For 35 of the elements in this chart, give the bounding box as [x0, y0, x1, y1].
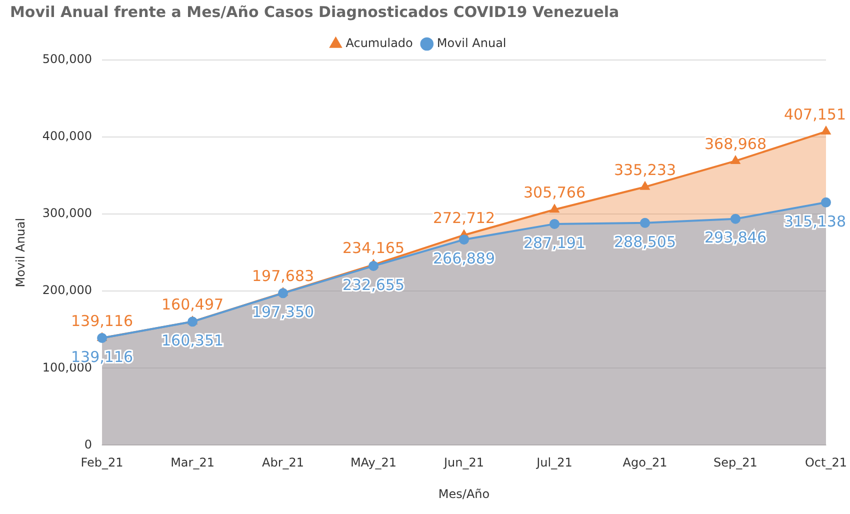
data-label: 287,191: [523, 234, 586, 252]
data-label: 160,351: [162, 332, 224, 350]
data-label: 266,889: [432, 249, 496, 268]
data-label: 160,497: [162, 296, 224, 314]
data-label: 335,233: [614, 160, 676, 179]
data-label: 272,712: [432, 209, 496, 228]
data-label: 288,505: [614, 232, 676, 251]
data-label: 197,350: [252, 303, 314, 322]
x-tick-label: Abr_21: [262, 456, 304, 470]
y-tick-label: 500,000: [42, 52, 92, 66]
x-tick-label: Feb_21: [80, 456, 124, 470]
data-label: 197,683: [252, 266, 314, 285]
y-axis-title: Movil Anual: [13, 218, 28, 288]
legend-label: Acumulado: [346, 36, 413, 50]
data-label: 232,655: [342, 276, 405, 294]
y-tick-label: 0: [84, 437, 92, 452]
chart-title: Movil Anual frente a Mes/Año Casos Diagnosticados COVID19 Venezuela: [10, 2, 620, 21]
data-label: 407,151: [784, 106, 846, 124]
data-label: 368,968: [704, 134, 767, 153]
y-tick-label: 400,000: [42, 129, 92, 144]
y-tick-label: 200,000: [42, 283, 92, 298]
data-label: 139,116: [71, 312, 134, 330]
x-tick-label: Jul_21: [536, 456, 572, 470]
y-tick-label: 300,000: [42, 206, 92, 220]
x-axis-title: Mes/Año: [438, 486, 490, 501]
x-tick-label: Mar_21: [170, 456, 214, 470]
x-tick-label: Jun_21: [442, 456, 484, 470]
legend-label: Movil Anual: [436, 36, 506, 50]
data-label: 234,165: [342, 238, 405, 257]
x-tick-label: MAy_21: [350, 456, 397, 470]
x-tick-label: Ago_21: [622, 456, 668, 470]
data-label: 293,846: [704, 228, 767, 247]
data-label: 305,766: [523, 184, 586, 202]
x-tick-label: Sep_21: [714, 456, 758, 470]
x-tick-label: Oct_21: [804, 456, 848, 470]
